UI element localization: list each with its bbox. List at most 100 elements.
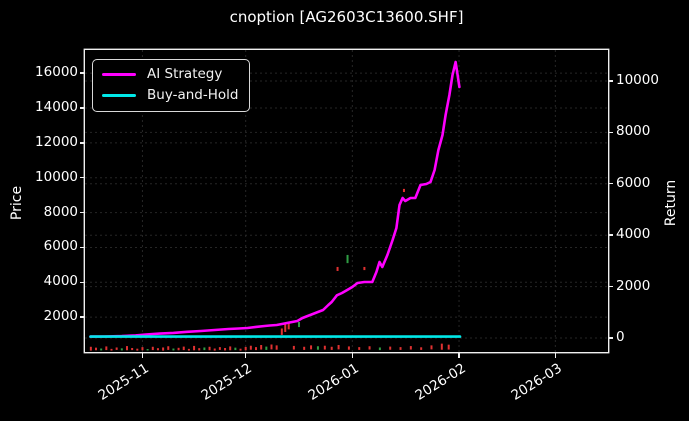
return-tick-label: 10000 — [616, 71, 659, 88]
candle — [284, 324, 287, 332]
return-tick-label: 6000 — [616, 174, 651, 191]
candle — [146, 349, 149, 351]
candle — [198, 348, 201, 351]
chart-title: cnoption [AG2603C13600.SHF] — [229, 8, 464, 26]
candle — [402, 188, 405, 193]
price-tick-label: 12000 — [35, 133, 78, 150]
buy-and-hold-line-swatch — [102, 93, 136, 98]
candle — [346, 254, 349, 264]
candle — [249, 345, 252, 350]
price-tick-label: 14000 — [35, 99, 78, 116]
return-tick-label: 0 — [616, 328, 625, 345]
ai-strategy-line-swatch — [102, 72, 136, 77]
candle — [177, 347, 180, 351]
candle — [187, 348, 190, 351]
return-tick-mark — [608, 234, 613, 236]
candle — [265, 346, 268, 350]
price-tick-mark — [80, 107, 85, 109]
candle — [229, 346, 232, 351]
series-ai-strategy — [89, 60, 461, 338]
candle — [115, 347, 118, 350]
candle — [120, 348, 123, 351]
price-tick-mark — [80, 142, 85, 144]
candle — [95, 347, 98, 351]
candle — [193, 345, 196, 351]
plot-area: AI Strategy Buy-and-Hold — [85, 50, 608, 352]
candle — [234, 347, 237, 351]
candle — [389, 346, 392, 350]
candle — [218, 347, 221, 350]
date-tick-label: 2026-02 — [412, 360, 469, 404]
date-tick-label: 2025-11 — [95, 360, 152, 404]
price-tick-mark — [80, 316, 85, 318]
date-tick-label: 2026-01 — [305, 360, 362, 404]
candle — [275, 345, 278, 350]
candle — [303, 346, 306, 350]
candle — [110, 348, 113, 351]
candle — [287, 322, 290, 330]
legend-item-ai-strategy: AI Strategy — [102, 67, 238, 82]
date-tick-mark — [141, 353, 144, 358]
date-tick-label: 2026-03 — [508, 360, 565, 404]
candle — [105, 346, 108, 351]
price-tick-mark — [80, 177, 85, 179]
candle — [330, 346, 333, 350]
candle — [182, 346, 185, 351]
candle — [378, 347, 381, 351]
candle — [310, 345, 313, 350]
candle — [323, 345, 326, 350]
return-tick-mark — [608, 131, 613, 134]
date-tick-mark — [554, 353, 557, 358]
price-tick-label: 6000 — [43, 238, 78, 255]
return-axis-label: Return — [663, 179, 679, 227]
buy-and-hold-legend-label: Buy-and-Hold — [147, 86, 239, 103]
candle — [409, 346, 412, 350]
price-tick-mark — [80, 281, 85, 283]
legend-item-buy-and-hold: Buy-and-Hold — [102, 86, 239, 103]
return-tick-mark — [608, 337, 613, 339]
price-tick-mark — [80, 211, 85, 214]
date-tick-mark — [244, 353, 247, 358]
candle — [363, 266, 366, 271]
candle — [430, 345, 433, 350]
price-tick-label: 8000 — [43, 203, 78, 220]
candle — [136, 348, 139, 351]
candle — [141, 347, 144, 351]
return-tick-label: 8000 — [616, 123, 651, 140]
legend[interactable]: AI Strategy Buy-and-Hold — [92, 59, 251, 112]
plot-canvas — [85, 50, 608, 352]
candle — [358, 347, 361, 350]
price-tick-label: 2000 — [43, 308, 78, 325]
candle — [151, 346, 154, 351]
candle — [440, 343, 443, 350]
candle — [255, 347, 258, 351]
candle — [292, 345, 295, 350]
return-tick-mark — [608, 183, 613, 185]
candle — [89, 346, 92, 351]
date-tick-mark — [351, 353, 354, 358]
candle — [336, 266, 339, 271]
return-tick-label: 2000 — [616, 277, 651, 294]
candle — [337, 345, 340, 350]
candle — [270, 344, 273, 350]
candle — [316, 346, 319, 350]
price-tick-label: 10000 — [35, 168, 78, 185]
candle — [162, 347, 165, 351]
price-tick-mark — [80, 72, 85, 74]
candle — [260, 345, 263, 350]
candle — [239, 348, 242, 351]
price-tick-label: 16000 — [35, 64, 78, 81]
date-tick-mark — [458, 353, 460, 358]
candle — [447, 344, 450, 350]
candle — [213, 348, 216, 351]
candle — [208, 346, 211, 351]
candle — [172, 348, 175, 351]
candle — [224, 347, 227, 351]
candle — [399, 347, 402, 350]
ai-strategy-legend-label: AI Strategy — [147, 66, 223, 82]
candle — [280, 328, 283, 335]
candle — [125, 346, 128, 351]
return-tick-mark — [608, 80, 613, 82]
candle — [368, 346, 371, 350]
